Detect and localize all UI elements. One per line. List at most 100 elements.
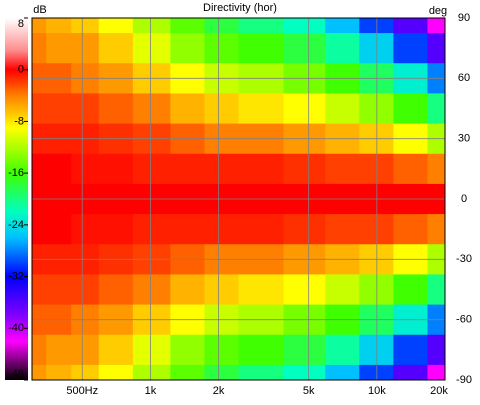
heat-cell	[71, 33, 100, 64]
heat-cell	[204, 93, 239, 125]
heat-cell	[170, 274, 205, 306]
heat-cell	[132, 334, 171, 366]
heat-cell	[46, 214, 72, 245]
colorbar-tick-label: 8	[18, 18, 24, 30]
heat-cell	[71, 364, 100, 381]
heat-cell	[238, 33, 285, 64]
heat-cell	[170, 214, 205, 245]
heat-cell	[132, 18, 171, 34]
plot-frame	[31, 17, 446, 381]
colorbar-tick-label: -48	[8, 368, 24, 380]
heat-cell	[325, 334, 360, 366]
heat-cell	[32, 214, 47, 245]
heat-cell	[98, 364, 134, 381]
heat-cell	[283, 33, 326, 64]
heat-cell	[71, 153, 100, 185]
heat-cell	[132, 274, 171, 306]
heat-cell	[325, 93, 360, 125]
colorbar-tick-label: -40	[8, 322, 24, 334]
chart-title: Directivity (hor)	[203, 2, 277, 14]
heat-cell	[238, 214, 285, 245]
heat-cell	[132, 33, 171, 64]
colorbar-tick-label: -16	[8, 167, 24, 179]
x-tick-label: 1k	[145, 385, 157, 397]
y-tick-label: -30	[456, 253, 472, 265]
heat-cell	[170, 364, 205, 381]
y-tick-label: 0	[461, 193, 467, 205]
heat-cell	[325, 18, 360, 34]
heat-cell	[132, 214, 171, 245]
heat-cell	[427, 18, 446, 34]
heat-cell	[170, 18, 205, 34]
heat-cell	[46, 33, 72, 64]
x-tick-label: 500Hz	[66, 385, 98, 397]
colorbar	[5, 18, 28, 380]
colorbar-tick-label: -24	[8, 219, 24, 231]
heat-cell	[46, 274, 72, 306]
heat-cell	[238, 364, 285, 381]
heat-cell	[427, 214, 446, 245]
heat-cell	[204, 33, 239, 64]
heat-cell	[46, 93, 72, 125]
heat-cell	[238, 18, 285, 34]
heat-cell	[204, 214, 239, 245]
heat-cell	[46, 364, 72, 381]
y-tick-label: 30	[458, 133, 470, 145]
heat-cell	[283, 93, 326, 125]
heat-cell	[32, 93, 47, 125]
heat-cell	[32, 18, 47, 34]
heat-cell	[170, 153, 205, 185]
heat-cell	[393, 274, 428, 306]
heat-cell	[71, 274, 100, 306]
y-axis-label: deg	[429, 5, 447, 17]
heat-cell	[46, 18, 72, 34]
heat-cell	[132, 364, 171, 381]
heat-cell	[71, 214, 100, 245]
heat-cell	[283, 334, 326, 366]
heat-cell	[32, 274, 47, 306]
heat-cell	[283, 364, 326, 381]
heat-cell	[71, 18, 100, 34]
heat-cell	[427, 334, 446, 366]
heat-cell	[393, 153, 428, 185]
heat-cell	[283, 214, 326, 245]
heat-cell	[46, 334, 72, 366]
heat-cell	[283, 18, 326, 34]
heat-cell	[393, 18, 428, 34]
heat-cell	[98, 274, 134, 306]
heat-cell	[393, 214, 428, 245]
heat-cell	[427, 153, 446, 185]
x-tick-label: 5k	[303, 385, 315, 397]
heat-cell	[204, 274, 239, 306]
heat-cell	[325, 153, 360, 185]
heat-cell	[238, 153, 285, 185]
heat-cell	[204, 153, 239, 185]
heat-cell	[427, 364, 446, 381]
heat-cell	[393, 33, 428, 64]
heat-cell	[325, 214, 360, 245]
colorbar-tick-label: -32	[8, 270, 24, 282]
y-tick-label: -60	[456, 314, 472, 326]
heat-cell	[393, 93, 428, 125]
heat-cell	[98, 93, 134, 125]
heat-cell	[170, 334, 205, 366]
heat-cell	[204, 18, 239, 34]
x-tick-label: 20k	[430, 385, 448, 397]
heat-cell	[238, 93, 285, 125]
heat-cell	[132, 153, 171, 185]
heat-cell	[132, 93, 171, 125]
heat-cell	[98, 334, 134, 366]
y-tick-label: 90	[458, 12, 470, 24]
colorbar-label: dB	[33, 4, 46, 16]
heat-cell	[98, 214, 134, 245]
y-tick-label: 60	[458, 72, 470, 84]
heat-cell	[46, 153, 72, 185]
heat-cell	[98, 18, 134, 34]
heat-cell	[170, 93, 205, 125]
heat-cell	[427, 93, 446, 125]
heat-cell	[32, 334, 47, 366]
heat-cell	[283, 274, 326, 306]
heat-cell	[32, 364, 47, 381]
heat-cell	[32, 33, 47, 64]
